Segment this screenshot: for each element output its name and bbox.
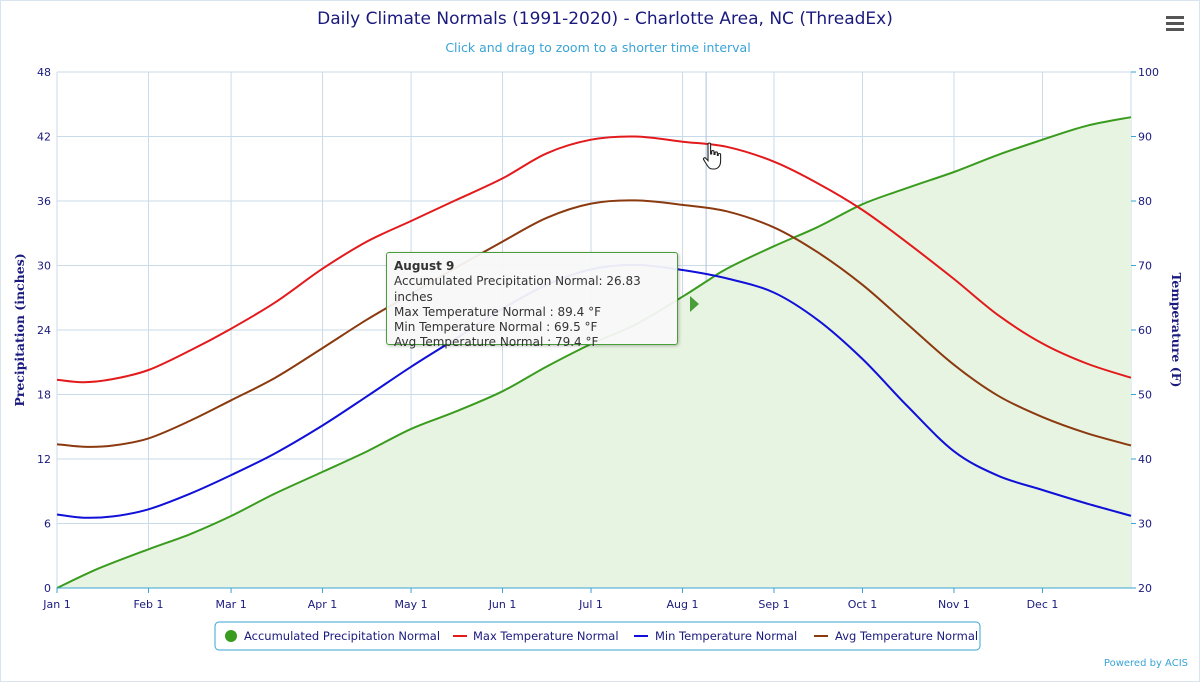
x-tick-label: May 1 [394, 598, 427, 611]
legend-label-precip: Accumulated Precipitation Normal [244, 629, 440, 643]
y-left-tick-label: 0 [44, 582, 51, 595]
legend-item-precip[interactable]: Accumulated Precipitation Normal [225, 629, 440, 643]
tooltip-avg: Avg Temperature Normal : 79.4 °F [394, 335, 599, 350]
y-left-tick-label: 36 [37, 195, 51, 208]
y-left-tick-label: 6 [44, 518, 51, 531]
x-tick-label: Jan 1 [42, 598, 70, 611]
hand-pointer-icon [702, 142, 722, 170]
legend-marker-precip [225, 630, 237, 642]
x-tick-label: Nov 1 [938, 598, 970, 611]
legend-label-avg: Avg Temperature Normal [835, 629, 978, 643]
x-tick-label: Oct 1 [848, 598, 878, 611]
chart-subtitle: Click and drag to zoom to a shorter time… [445, 40, 750, 55]
hamburger-menu-icon[interactable] [1166, 16, 1184, 32]
accumulated-precipitation-normal-area-fill [57, 117, 1131, 588]
tooltip-precip: Accumulated Precipitation Normal: 26.83 … [394, 274, 641, 304]
x-tick-label: Jul 1 [578, 598, 603, 611]
y-axis-left-title: Precipitation (inches) [12, 253, 27, 406]
x-tick-label: Aug 1 [667, 598, 699, 611]
legend-item-max[interactable]: Max Temperature Normal [453, 629, 619, 643]
y-right-tick-label: 100 [1138, 66, 1159, 79]
axes: Jan 1 Feb 1 Mar 1 Apr 1 May 1 Jun 1 Jul 1 Aug 1… [37, 66, 1159, 611]
x-tick-label: Feb 1 [133, 598, 163, 611]
legend-label-max: Max Temperature Normal [473, 629, 619, 643]
y-right-tick-label: 30 [1138, 518, 1152, 531]
legend: Accumulated Precipitation Normal Max Tem… [214, 621, 981, 651]
max-temperature-normal-line[interactable] [56, 135, 1132, 384]
y-left-tick-label: 30 [37, 260, 51, 273]
x-tick-label: Apr 1 [308, 598, 338, 611]
chart-title: Daily Climate Normals (1991-2020) - Char… [317, 9, 893, 29]
y-right-tick-label: 70 [1138, 260, 1152, 273]
y-right-tick-label: 20 [1138, 582, 1152, 595]
y-right-tick-label: 40 [1138, 453, 1152, 466]
y-left-tick-label: 24 [37, 324, 51, 337]
x-tick-label: Dec 1 [1027, 598, 1059, 611]
tooltip-max: Max Temperature Normal : 89.4 °F [394, 304, 601, 319]
y-right-tick-label: 60 [1138, 324, 1152, 337]
tooltip: August 9 Accumulated Precipitation Norma… [386, 252, 678, 349]
y-left-tick-label: 18 [37, 389, 51, 402]
y-right-tick-label: 80 [1138, 195, 1152, 208]
x-tick-label: Sep 1 [758, 598, 789, 611]
legend-item-min[interactable]: Min Temperature Normal [634, 629, 797, 643]
y-axis-right-title: Temperature (F) [1169, 273, 1184, 388]
tooltip-pointer [690, 296, 699, 312]
credit-link[interactable]: Powered by ACIS [1104, 658, 1188, 669]
y-left-tick-label: 12 [37, 453, 51, 466]
tooltip-min: Min Temperature Normal : 69.5 °F [394, 320, 598, 335]
avg-temperature-normal-line[interactable] [56, 199, 1132, 448]
y-right-tick-label: 90 [1138, 131, 1152, 144]
precip-area [57, 117, 1131, 588]
legend-label-min: Min Temperature Normal [655, 629, 797, 643]
legend-box [214, 621, 981, 651]
y-left-tick-label: 48 [37, 66, 51, 79]
x-tick-label: Jun 1 [488, 598, 517, 611]
tooltip-date: August 9 [394, 259, 455, 273]
y-right-tick-label: 50 [1138, 389, 1152, 402]
x-tick-label: Mar 1 [215, 598, 246, 611]
legend-item-avg[interactable]: Avg Temperature Normal [814, 629, 978, 643]
y-left-tick-label: 42 [37, 131, 51, 144]
